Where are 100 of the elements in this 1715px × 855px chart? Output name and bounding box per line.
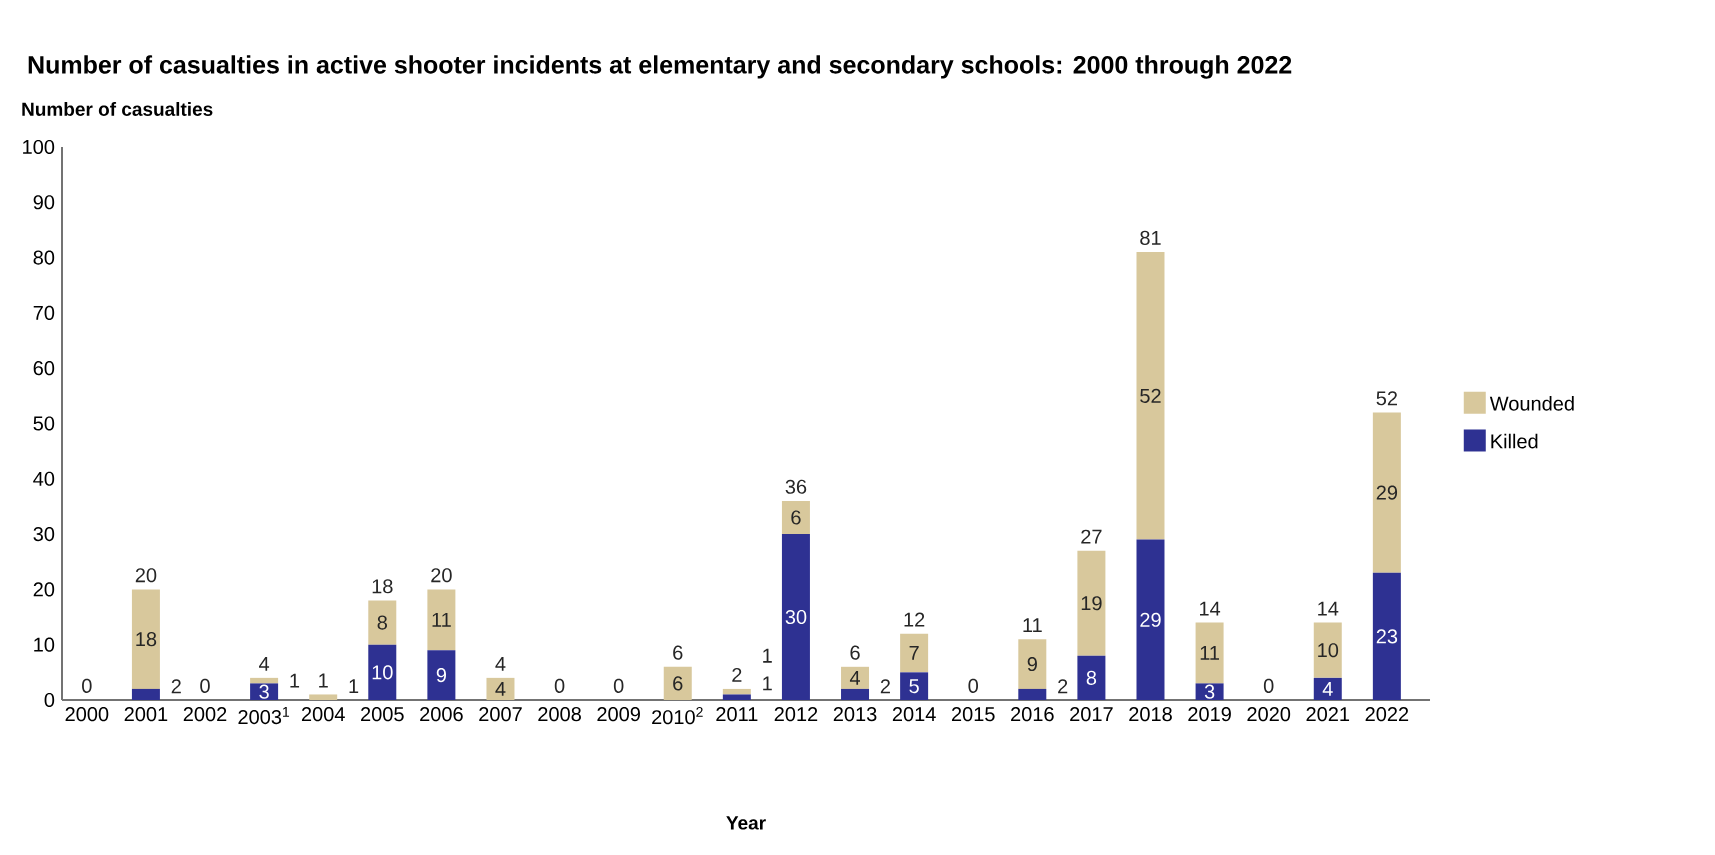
data-label: 1 bbox=[349, 679, 359, 694]
bar bbox=[781, 534, 810, 700]
bar bbox=[1018, 639, 1047, 689]
data-label: 9 bbox=[1027, 656, 1037, 672]
x-tick-label: 2001 bbox=[124, 707, 168, 722]
bar bbox=[1018, 688, 1047, 700]
data-label: 2 bbox=[171, 679, 181, 694]
total-label: 2 bbox=[732, 667, 742, 682]
bar bbox=[841, 688, 870, 700]
total-label: 0 bbox=[200, 678, 210, 693]
total-label: 0 bbox=[554, 678, 565, 693]
total-label: 0 bbox=[613, 678, 624, 693]
bar bbox=[131, 688, 160, 700]
bar bbox=[368, 600, 397, 645]
bar bbox=[1313, 622, 1342, 678]
total-label: 52 bbox=[1376, 391, 1397, 406]
data-label: 3 bbox=[259, 684, 269, 699]
bar bbox=[1195, 683, 1224, 700]
total-label: 20 bbox=[135, 568, 157, 583]
y-tick-label: 90 bbox=[33, 195, 55, 210]
data-label: 6 bbox=[791, 510, 801, 525]
x-tick-label: 2019 bbox=[1188, 707, 1231, 722]
bar bbox=[368, 644, 397, 700]
x-tick-label: 2020 bbox=[1247, 707, 1291, 722]
data-label: 10 bbox=[372, 665, 393, 680]
y-tick-label: 40 bbox=[33, 471, 55, 486]
data-label: 23 bbox=[1376, 629, 1398, 644]
bar bbox=[250, 683, 279, 700]
bar bbox=[486, 677, 515, 700]
data-label: 4 bbox=[849, 670, 861, 685]
x-tick-label: 2000 bbox=[65, 707, 109, 722]
y-tick-label: 20 bbox=[33, 582, 55, 597]
y-tick-label: 30 bbox=[33, 527, 55, 542]
total-label: 18 bbox=[372, 579, 393, 594]
data-label: 4 bbox=[495, 682, 506, 696]
data-label: 10 bbox=[1318, 643, 1339, 658]
x-tick-label: 2009 bbox=[597, 707, 640, 722]
bar bbox=[1136, 252, 1165, 540]
total-label: 0 bbox=[968, 678, 979, 693]
data-label: 11 bbox=[432, 612, 451, 627]
data-label: 11 bbox=[1200, 646, 1220, 660]
bar bbox=[427, 650, 456, 700]
data-label: 2 bbox=[1058, 679, 1068, 694]
data-label: 1 bbox=[763, 648, 772, 663]
x-tick-label: 2018 bbox=[1129, 707, 1172, 722]
y-tick-label: 50 bbox=[33, 416, 55, 431]
bar bbox=[1195, 622, 1224, 684]
y-tick-label: 60 bbox=[33, 361, 55, 376]
bar bbox=[722, 688, 751, 695]
data-label: 3 bbox=[1204, 684, 1215, 699]
y-tick-label: 0 bbox=[44, 692, 55, 708]
x-tick-label: 2004 bbox=[301, 707, 345, 722]
total-label: 20 bbox=[431, 568, 452, 583]
data-label: 7 bbox=[909, 646, 919, 660]
x-tick-label: 2016 bbox=[1011, 707, 1054, 722]
legend-label: Killed bbox=[1491, 433, 1538, 449]
total-label: 4 bbox=[259, 657, 270, 671]
x-axis-title: Year bbox=[726, 816, 766, 830]
bar bbox=[1136, 539, 1165, 700]
x-tick-label: 2013 bbox=[833, 707, 877, 722]
x-tick-label: 2007 bbox=[479, 707, 522, 722]
data-label: 52 bbox=[1140, 388, 1161, 403]
data-label: 9 bbox=[436, 668, 447, 683]
x-tick-label: 2010$^{2}$ bbox=[652, 707, 703, 725]
bar bbox=[1372, 412, 1401, 573]
data-label: 8 bbox=[1086, 670, 1097, 685]
total-label: 27 bbox=[1081, 529, 1102, 544]
bar bbox=[1313, 677, 1342, 700]
data-label: 8 bbox=[377, 615, 387, 630]
x-tick-label: 2005 bbox=[361, 707, 404, 722]
data-label: 1 bbox=[290, 673, 300, 688]
total-label: 6 bbox=[850, 645, 860, 660]
bar bbox=[250, 677, 279, 684]
total-label: 1 bbox=[319, 673, 328, 688]
total-label: 12 bbox=[904, 612, 925, 627]
bar bbox=[1372, 572, 1401, 700]
y-tick-label: 70 bbox=[33, 305, 55, 320]
total-label: 11 bbox=[1023, 618, 1042, 633]
bar bbox=[1077, 550, 1106, 656]
bar bbox=[309, 694, 338, 700]
bar bbox=[900, 633, 929, 673]
data-label: 5 bbox=[909, 679, 919, 694]
bar bbox=[841, 666, 870, 689]
x-tick-label: 2022 bbox=[1365, 707, 1409, 722]
total-label: 0 bbox=[1263, 678, 1274, 693]
bar bbox=[131, 589, 160, 689]
x-tick-label: 2021 bbox=[1306, 707, 1350, 722]
bar bbox=[781, 500, 810, 535]
data-label: 19 bbox=[1081, 596, 1102, 611]
y-tick-label: 100 bbox=[23, 139, 55, 155]
data-label: 29 bbox=[1140, 612, 1161, 627]
total-label: 14 bbox=[1200, 601, 1221, 616]
total-label: 81 bbox=[1140, 230, 1161, 245]
total-label: 6 bbox=[673, 645, 683, 660]
x-tick-label: 2008 bbox=[538, 707, 581, 722]
chart-title: Number of casualties in active shooter incidents at elementary and secondary schools: 2000 through 2022 bbox=[28, 55, 1292, 79]
data-label: 2 bbox=[880, 679, 890, 694]
y-tick-label: 80 bbox=[33, 250, 55, 265]
total-label: 4 bbox=[495, 657, 506, 671]
legend-label: Wounded bbox=[1489, 396, 1574, 411]
